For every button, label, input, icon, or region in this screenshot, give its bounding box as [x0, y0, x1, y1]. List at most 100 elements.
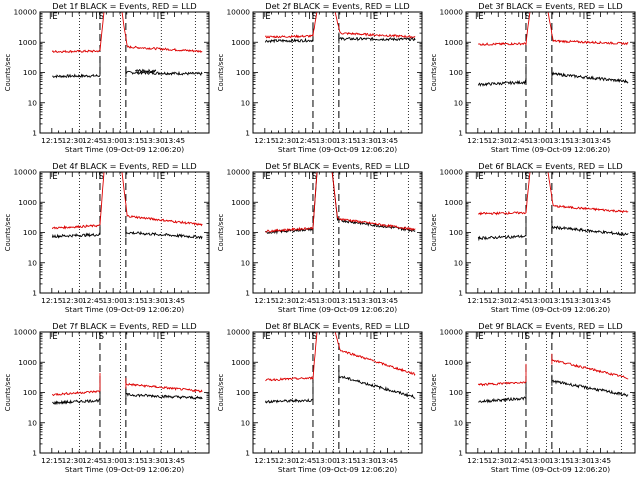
panel-title: Det 8f BLACK = Events, RED = LLD	[265, 321, 409, 331]
y-tick-label: 1000	[444, 38, 463, 47]
lld-series-line	[477, 353, 629, 387]
event-marker: E	[52, 12, 57, 22]
event-marker: E	[373, 12, 378, 22]
y-tick-label: 10	[454, 418, 464, 427]
x-tick-label: 12:45	[82, 456, 104, 465]
plot-frame	[252, 331, 423, 454]
plot-frame	[252, 11, 423, 134]
x-tick-label: 12:30	[62, 296, 84, 305]
lld-series-line	[477, 172, 629, 216]
x-tick-label: 13:45	[377, 456, 399, 465]
plot-frame	[39, 11, 210, 134]
lld-series-line	[51, 373, 203, 397]
event-marker: E	[586, 172, 591, 182]
events-series-line	[477, 218, 629, 242]
x-tick-label: 13:30	[143, 456, 165, 465]
x-axis-label: Start Time (09-Oct-09 12:06:20)	[65, 465, 184, 474]
event-marker: E	[373, 172, 378, 182]
x-tick-label: 13:45	[590, 296, 612, 305]
y-tick-label: 1	[245, 449, 250, 458]
detector-panel: Det 8f BLACK = Events, RED = LLD Counts/s…	[217, 321, 423, 474]
x-tick-label: 13:30	[356, 136, 378, 145]
x-tick-label: 12:45	[295, 136, 317, 145]
y-tick-label: 100	[23, 68, 37, 77]
y-tick-label: 1	[458, 289, 463, 298]
x-tick-label: 12:45	[82, 136, 104, 145]
y-axis-label: Counts/sec	[430, 374, 438, 412]
x-tick-label: 13:00	[102, 136, 124, 145]
x-axis-label: Start Time (09-Oct-09 12:06:20)	[491, 465, 610, 474]
lld-series-line	[51, 172, 203, 230]
detector-panel: Det 5f BLACK = Events, RED = LLD Counts/s…	[217, 161, 423, 314]
y-tick-label: 1	[245, 289, 250, 298]
y-tick-label: 10	[454, 258, 464, 267]
plot-frame	[39, 331, 210, 454]
y-tick-label: 10	[28, 418, 38, 427]
x-tick-label: 13:00	[528, 296, 550, 305]
y-tick-label: 1000	[18, 358, 37, 367]
y-axis-label: Counts/sec	[217, 214, 225, 252]
event-marker: E	[265, 332, 270, 342]
x-tick-label: 13:00	[315, 456, 337, 465]
y-tick-label: 1	[458, 449, 463, 458]
y-tick-label: 1	[245, 129, 250, 138]
detector-panel: Det 4f BLACK = Events, RED = LLD Counts/s…	[4, 161, 210, 314]
events-series-line	[52, 57, 203, 79]
x-tick-label: 13:30	[143, 136, 165, 145]
panel-title: Det 4f BLACK = Events, RED = LLD	[52, 161, 196, 171]
event-marker: E	[373, 332, 378, 342]
panel-title: Det 7f BLACK = Events, RED = LLD	[52, 321, 196, 331]
events-series-line	[477, 63, 629, 87]
x-tick-label: 12:30	[488, 136, 510, 145]
event-marker: E	[586, 12, 591, 22]
plot-frame	[465, 11, 636, 134]
x-axis-label: Start Time (09-Oct-09 12:06:20)	[278, 465, 397, 474]
detector-panel: Det 3f BLACK = Events, RED = LLD Counts/s…	[430, 1, 636, 154]
y-axis-label: Counts/sec	[4, 374, 12, 412]
x-tick-label: 13:00	[315, 296, 337, 305]
x-tick-label: 12:30	[275, 456, 297, 465]
y-tick-label: 100	[236, 228, 250, 237]
x-axis-label: Start Time (09-Oct-09 12:06:20)	[491, 145, 610, 154]
x-tick-label: 12:15	[41, 296, 63, 305]
y-tick-label: 1	[32, 289, 37, 298]
x-tick-label: 13:15	[549, 136, 571, 145]
x-tick-label: 13:30	[356, 456, 378, 465]
y-tick-label: 10	[28, 98, 38, 107]
events-series-line	[52, 382, 203, 406]
y-tick-label: 10000	[439, 328, 463, 337]
detector-panel: Det 7f BLACK = Events, RED = LLD Counts/s…	[4, 321, 210, 474]
x-tick-label: 13:30	[143, 296, 165, 305]
x-tick-label: 12:30	[62, 456, 84, 465]
events-series-line	[264, 22, 416, 44]
x-tick-label: 12:45	[508, 296, 530, 305]
panel-title: Det 9f BLACK = Events, RED = LLD	[478, 321, 622, 331]
y-tick-label: 10	[28, 258, 38, 267]
event-marker: E	[478, 172, 483, 182]
x-tick-label: 13:15	[336, 456, 358, 465]
y-tick-label: 1	[32, 129, 37, 138]
x-tick-label: 13:15	[336, 136, 358, 145]
y-tick-label: 10000	[226, 328, 250, 337]
x-tick-label: 13:30	[356, 296, 378, 305]
y-tick-label: 100	[449, 228, 463, 237]
x-axis-label: Start Time (09-Oct-09 12:06:20)	[491, 305, 610, 314]
lld-series-line	[51, 12, 203, 54]
event-marker: E	[160, 172, 165, 182]
x-tick-label: 13:15	[123, 136, 145, 145]
y-tick-label: 10	[241, 98, 251, 107]
y-tick-label: 1000	[231, 198, 250, 207]
y-tick-label: 1000	[18, 198, 37, 207]
x-tick-label: 13:00	[102, 296, 124, 305]
y-tick-label: 100	[23, 388, 37, 397]
event-marker: E	[478, 12, 483, 22]
event-marker: E	[265, 172, 270, 182]
y-tick-label: 1000	[444, 358, 463, 367]
x-tick-label: 13:00	[102, 456, 124, 465]
detector-panel: Det 9f BLACK = Events, RED = LLD Counts/s…	[430, 321, 636, 474]
x-axis-label: Start Time (09-Oct-09 12:06:20)	[65, 145, 184, 154]
panel-title: Det 1f BLACK = Events, RED = LLD	[52, 1, 196, 11]
x-tick-label: 13:45	[590, 456, 612, 465]
y-axis-label: Counts/sec	[217, 374, 225, 412]
y-tick-label: 1000	[444, 198, 463, 207]
